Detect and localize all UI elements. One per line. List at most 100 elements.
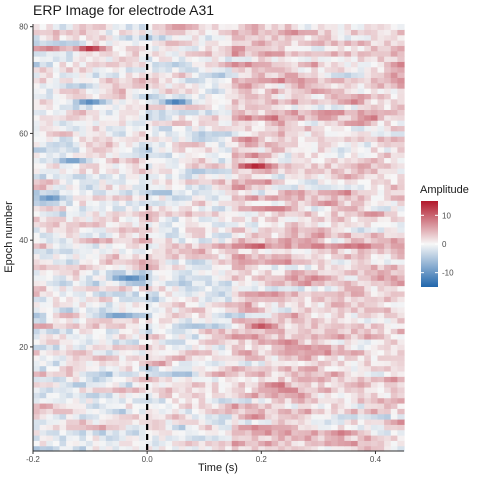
heatmap-cell bbox=[112, 216, 120, 223]
heatmap-cell bbox=[139, 152, 147, 159]
heatmap-cell bbox=[172, 184, 180, 191]
heatmap-cell bbox=[231, 200, 239, 207]
heatmap-cell bbox=[264, 296, 273, 303]
heatmap-cell bbox=[119, 248, 127, 255]
heatmap-cell bbox=[324, 125, 332, 132]
heatmap-cell bbox=[139, 402, 147, 409]
heatmap-cell bbox=[245, 386, 253, 393]
heatmap-cell bbox=[384, 210, 392, 217]
heatmap-cell bbox=[39, 253, 47, 260]
heatmap-cell bbox=[39, 408, 47, 415]
heatmap-cell bbox=[165, 258, 173, 265]
heatmap-cell bbox=[86, 216, 94, 223]
heatmap-cell bbox=[92, 157, 100, 164]
heatmap-cell bbox=[390, 226, 398, 233]
heatmap-cell bbox=[211, 88, 220, 94]
heatmap-cell bbox=[397, 344, 405, 351]
heatmap-cell bbox=[278, 306, 286, 313]
heatmap-cell bbox=[238, 114, 246, 121]
heatmap-cell bbox=[331, 98, 339, 105]
heatmap-cell bbox=[357, 322, 365, 329]
heatmap-cell bbox=[278, 242, 286, 249]
heatmap-cell bbox=[72, 269, 80, 276]
heatmap-cell bbox=[218, 408, 226, 415]
heatmap-cell bbox=[59, 333, 67, 340]
heatmap-cell bbox=[46, 237, 54, 244]
heatmap-cell bbox=[178, 397, 186, 404]
heatmap-cell bbox=[112, 162, 120, 169]
heatmap-cell bbox=[298, 269, 306, 276]
heatmap-cell bbox=[384, 312, 392, 319]
heatmap-cell bbox=[311, 210, 319, 217]
heatmap-cell bbox=[125, 178, 133, 185]
heatmap-cell bbox=[258, 242, 266, 249]
heatmap-cell bbox=[59, 290, 67, 297]
heatmap-cell bbox=[39, 178, 47, 185]
heatmap-cell bbox=[397, 98, 405, 105]
heatmap-cell bbox=[324, 429, 332, 436]
heatmap-cell bbox=[324, 344, 332, 351]
heatmap-cell bbox=[357, 429, 365, 436]
heatmap-cell bbox=[390, 82, 398, 89]
heatmap-cell bbox=[245, 280, 253, 287]
heatmap-cell bbox=[145, 269, 153, 276]
heatmap-cell bbox=[125, 360, 133, 367]
heatmap-cell bbox=[364, 104, 372, 110]
heatmap-cell bbox=[125, 157, 133, 164]
heatmap-cell bbox=[185, 189, 193, 196]
heatmap-cell bbox=[33, 333, 41, 340]
heatmap-cell bbox=[46, 424, 54, 431]
heatmap-cell bbox=[79, 264, 87, 271]
heatmap-cell bbox=[59, 93, 67, 100]
heatmap-cell bbox=[298, 72, 306, 78]
heatmap-cell bbox=[139, 141, 147, 148]
heatmap-cell bbox=[271, 386, 279, 393]
heatmap-cell bbox=[344, 109, 352, 116]
heatmap-cell bbox=[198, 397, 206, 404]
heatmap-cell bbox=[46, 333, 54, 340]
heatmap-cell bbox=[317, 328, 326, 335]
heatmap-cell bbox=[384, 50, 392, 57]
heatmap-cell bbox=[337, 376, 345, 383]
heatmap-cell bbox=[92, 34, 100, 41]
heatmap-cell bbox=[205, 269, 213, 276]
heatmap-cell bbox=[364, 82, 372, 89]
heatmap-cell bbox=[145, 29, 153, 36]
heatmap-cell bbox=[278, 200, 286, 207]
heatmap-cell bbox=[185, 386, 193, 393]
heatmap-cell bbox=[264, 226, 273, 233]
heatmap-cell bbox=[357, 232, 365, 239]
heatmap-cell bbox=[311, 429, 319, 436]
heatmap-cell bbox=[324, 296, 332, 303]
heatmap-cell bbox=[145, 424, 153, 431]
heatmap-cell bbox=[198, 317, 206, 324]
heatmap-cell bbox=[125, 205, 133, 212]
heatmap-cell bbox=[245, 285, 253, 292]
heatmap-cell bbox=[198, 56, 206, 62]
heatmap-cell bbox=[238, 269, 246, 276]
heatmap-cell bbox=[231, 77, 239, 84]
heatmap-cell bbox=[158, 418, 167, 425]
heatmap-cell bbox=[231, 205, 239, 212]
heatmap-cell bbox=[99, 162, 107, 169]
heatmap-cell bbox=[59, 392, 67, 399]
heatmap-cell bbox=[99, 413, 107, 420]
heatmap-cell bbox=[112, 370, 120, 377]
heatmap-cell bbox=[264, 333, 273, 340]
heatmap-cell bbox=[198, 365, 206, 372]
heatmap-cell bbox=[105, 216, 114, 223]
heatmap-cell bbox=[331, 72, 339, 78]
heatmap-cell bbox=[390, 93, 398, 100]
heatmap-cell bbox=[351, 162, 359, 169]
heatmap-cell bbox=[258, 413, 266, 420]
heatmap-cell bbox=[291, 221, 299, 228]
heatmap-cell bbox=[271, 205, 279, 212]
heatmap-cell bbox=[72, 349, 80, 356]
heatmap-cell bbox=[377, 178, 385, 185]
heatmap-cell bbox=[33, 157, 41, 164]
heatmap-cell bbox=[158, 82, 167, 89]
heatmap-cell bbox=[119, 184, 127, 191]
heatmap-cell bbox=[291, 40, 299, 46]
heatmap-cell bbox=[79, 333, 87, 340]
heatmap-cell bbox=[331, 365, 339, 372]
